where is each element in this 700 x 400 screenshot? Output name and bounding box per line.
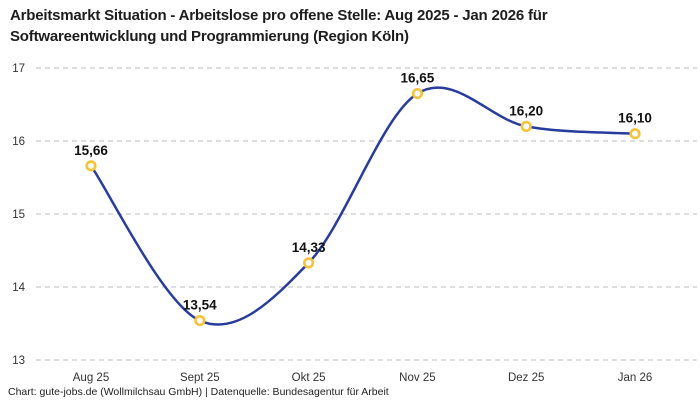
x-tick-label: Aug 25 xyxy=(73,372,109,384)
data-point-marker xyxy=(85,160,97,172)
data-point-label: 15,66 xyxy=(74,143,108,158)
data-point-marker xyxy=(520,120,532,132)
data-point-label: 13,54 xyxy=(183,298,217,313)
y-tick-label: 17 xyxy=(12,63,25,75)
data-point-label: 16,65 xyxy=(401,71,435,86)
x-tick-label: Dez 25 xyxy=(508,372,544,384)
y-tick-label: 13 xyxy=(12,355,25,367)
y-tick-label: 15 xyxy=(12,209,25,221)
chart-title-line1: Arbeitsmarkt Situation - Arbeitslose pro… xyxy=(10,7,548,24)
data-point-label: 14,33 xyxy=(292,240,326,255)
data-point-marker xyxy=(303,257,315,269)
chart-title-line2: Softwareentwicklung und Programmierung (… xyxy=(10,28,409,45)
data-point-label: 16,20 xyxy=(509,103,543,118)
line-series xyxy=(89,86,637,326)
data-point-marker xyxy=(629,128,641,140)
y-tick-label: 16 xyxy=(12,136,25,148)
y-tick-label: 14 xyxy=(12,282,25,294)
data-point-marker xyxy=(194,314,206,327)
x-tick-label: Okt 25 xyxy=(292,372,326,384)
x-tick-label: Jan 26 xyxy=(618,372,653,384)
chart-source-credit: Chart: gute-jobs.de (Wollmilchsau GmbH) … xyxy=(8,386,389,398)
data-point-label: 16,10 xyxy=(618,111,652,126)
data-point-marker xyxy=(411,87,424,100)
chart-title: Arbeitsmarkt Situation - Arbeitslose pro… xyxy=(10,5,548,47)
x-tick-label: Sept 25 xyxy=(180,372,220,384)
x-tick-label: Nov 25 xyxy=(399,372,435,384)
